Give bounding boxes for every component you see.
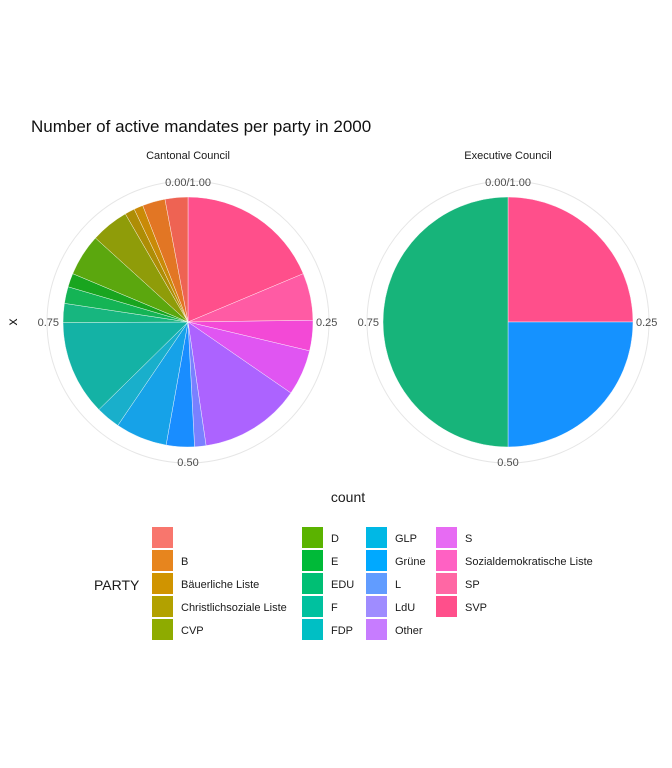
- legend-key-gr-ne: [366, 550, 387, 571]
- legend-label-edu: EDU: [331, 579, 354, 591]
- legend-key-d: [302, 527, 323, 548]
- legend-label-fdp: FDP: [331, 625, 353, 637]
- pie-slice-fdp: [507, 321, 634, 448]
- legend-label-cvp: CVP: [181, 625, 204, 637]
- legend-label-christlichsoziale-liste: Christlichsoziale Liste: [181, 602, 287, 614]
- legend-label-gr-ne: Grüne: [395, 556, 426, 568]
- legend-key-edu: [302, 573, 323, 594]
- legend-key-svp: [436, 596, 457, 617]
- slices-executive-council: [382, 196, 634, 448]
- legend-key-b-uerliche-liste: [152, 573, 173, 594]
- slices-cantonal-council: [62, 196, 314, 448]
- legend-items: B Bäuerliche Liste Christlichsoziale Liste…: [152, 527, 593, 640]
- legend-label-other: Other: [395, 625, 423, 637]
- panel-title-cantonal-council: Cantonal Council: [146, 150, 230, 162]
- legend-label-ldu: LdU: [395, 602, 415, 614]
- legend-label-sozialdemokratische-liste: Sozialdemokratische Liste: [465, 556, 593, 568]
- legend-key-sozialdemokratische-liste: [436, 550, 457, 571]
- pie-slice-f: [382, 196, 509, 448]
- pie-slice-svp: [187, 196, 304, 323]
- x-axis-title: count: [331, 489, 365, 505]
- legend-key-s: [436, 527, 457, 548]
- legend-key-blank: [152, 527, 173, 548]
- legend-label-d: D: [331, 533, 339, 545]
- theta-tick-0.75: 0.75: [358, 317, 379, 329]
- panel-cantonal-outer-gridline: [46, 180, 330, 464]
- legend-label-e: E: [331, 556, 338, 568]
- theta-tick-0.75: 0.75: [38, 317, 59, 329]
- legend-key-f: [302, 596, 323, 617]
- legend-label-f: F: [331, 602, 338, 614]
- legend-key-other: [366, 619, 387, 640]
- pie-slice-svp: [507, 196, 634, 323]
- legend-label-s: S: [465, 533, 472, 545]
- legend-label-l: L: [395, 579, 401, 591]
- theta-tick-0.50: 0.50: [177, 457, 198, 469]
- panel-executive-outer-gridline: [366, 180, 650, 464]
- legend-label-svp: SVP: [465, 602, 487, 614]
- legend-label-sp: SP: [465, 579, 480, 591]
- theta-tick-0.25: 0.25: [636, 317, 657, 329]
- legend-title: PARTY: [94, 577, 140, 593]
- y-axis-title: x: [4, 319, 20, 326]
- legend-key-christlichsoziale-liste: [152, 596, 173, 617]
- legend-key-sp: [436, 573, 457, 594]
- legend-key-fdp: [302, 619, 323, 640]
- theta-tick-0.50: 0.50: [497, 457, 518, 469]
- theta-tick-0.25: 0.25: [316, 317, 337, 329]
- theta-tick-0: 0.00/1.00: [485, 177, 531, 189]
- legend-key-cvp: [152, 619, 173, 640]
- legend-label-b: B: [181, 556, 188, 568]
- legend-key-l: [366, 573, 387, 594]
- pie-slice-fdp: [62, 321, 189, 410]
- pie-slice-other: [187, 321, 292, 446]
- legend-key-ldu: [366, 596, 387, 617]
- legend-label-b-uerliche-liste: Bäuerliche Liste: [181, 579, 259, 591]
- chart-title: Number of active mandates per party in 2…: [31, 117, 371, 136]
- legend-label-glp: GLP: [395, 533, 417, 545]
- legend-key-b: [152, 550, 173, 571]
- panel-title-executive-council: Executive Council: [464, 150, 551, 162]
- legend-key-glp: [366, 527, 387, 548]
- legend: PARTY B Bäuerliche Liste Christlichsoziale…: [94, 527, 593, 640]
- legend-key-e: [302, 550, 323, 571]
- panel-cantonal-council: Cantonal Council 0.00/1.00 0.25 0.50 0.7…: [38, 150, 338, 469]
- panel-executive-council: Executive Council 0.00/1.00 0.25 0.50 0.…: [358, 150, 658, 469]
- pie-slice-blank: [164, 196, 189, 323]
- theta-tick-0: 0.00/1.00: [165, 177, 211, 189]
